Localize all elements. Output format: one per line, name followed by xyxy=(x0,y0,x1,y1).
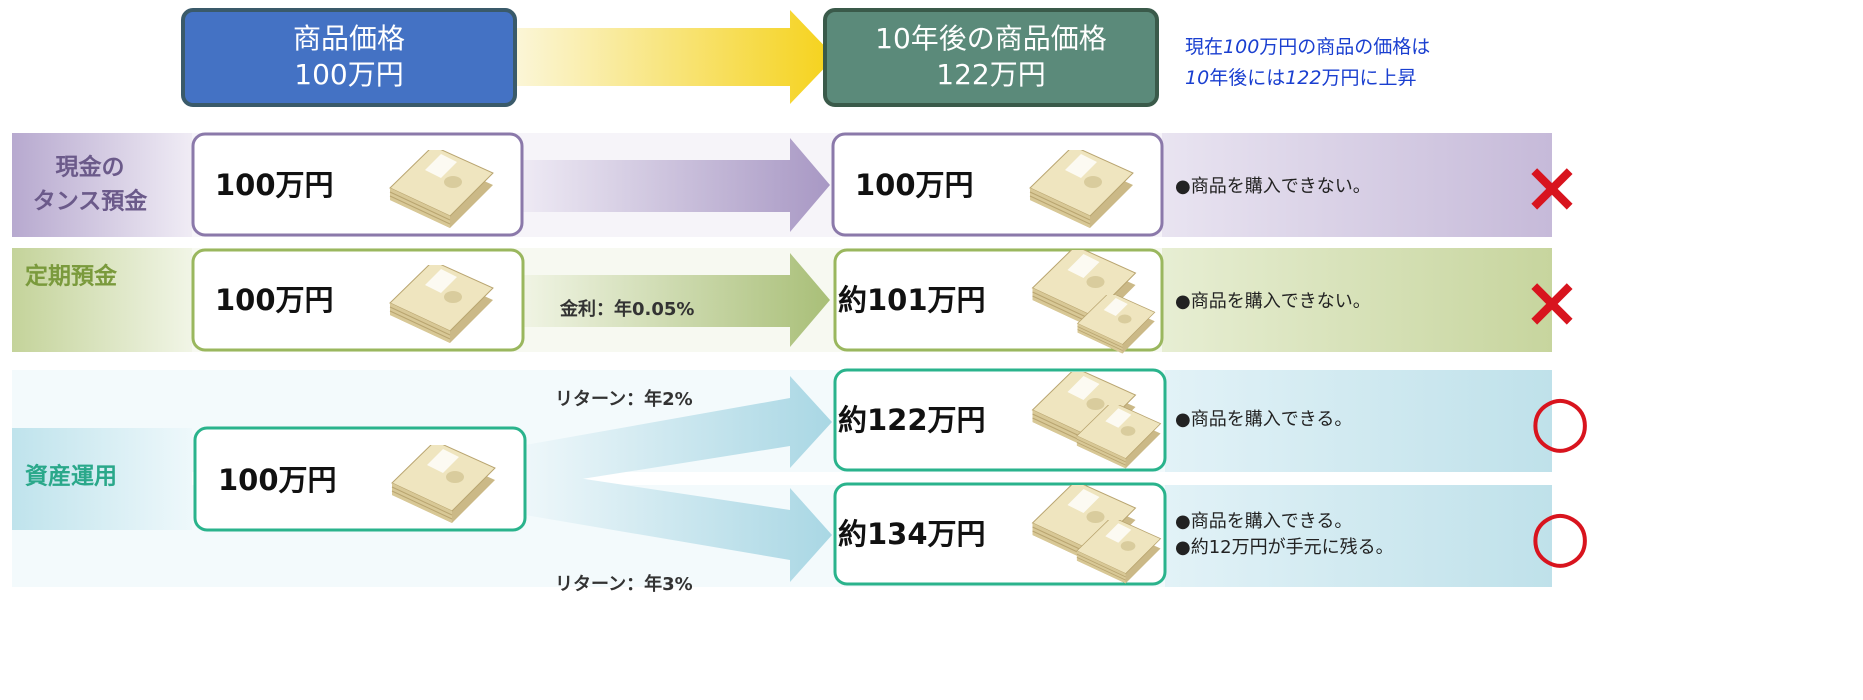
end-amount: 約134万円 xyxy=(838,517,986,551)
row-label: タンス預金 xyxy=(33,188,149,215)
start-amount: 100万円 xyxy=(218,463,337,497)
verdict-mark: ○ xyxy=(1529,379,1590,461)
verdict-mark: × xyxy=(1523,146,1582,228)
note-line: 現在100万円の商品の価格は xyxy=(1185,36,1430,58)
future-title: 10年後の商品価格 xyxy=(875,22,1107,55)
header-arrow xyxy=(515,10,835,104)
arrow xyxy=(525,376,832,488)
result: ●約12万円が手元に残る。 xyxy=(1175,537,1394,558)
arrow xyxy=(523,253,830,347)
result-band xyxy=(1162,248,1552,352)
current-title: 商品価格 xyxy=(293,22,405,55)
end-amount: 約122万円 xyxy=(838,403,986,437)
rate-label: リターン：年2% xyxy=(555,388,693,410)
result: ●商品を購入できない。 xyxy=(1175,176,1371,197)
rate-label: リターン：年3% xyxy=(555,573,693,595)
result-band xyxy=(1165,485,1552,587)
row-label-band xyxy=(12,428,192,530)
note-segment: 122 xyxy=(1285,67,1321,89)
start-amount: 100万円 xyxy=(215,283,334,317)
current-price-box xyxy=(181,8,517,107)
result-band xyxy=(1162,133,1552,237)
row-label: 定期預金 xyxy=(25,263,118,290)
arrow xyxy=(522,138,830,232)
end-amount: 約101万円 xyxy=(838,283,986,317)
future-price-box xyxy=(823,8,1159,107)
note-line: 10年後には122万円に上昇 xyxy=(1185,67,1416,89)
row-label-band xyxy=(12,248,192,352)
row-label: 資産運用 xyxy=(25,463,117,490)
note-segment: 現在 xyxy=(1185,36,1223,58)
note-segment: 万円の商品の価格は xyxy=(1259,36,1430,58)
note-segment: 年後には xyxy=(1209,67,1285,89)
arrow xyxy=(525,470,832,582)
result: ●商品を購入できない。 xyxy=(1175,291,1371,312)
row-label: 現金の xyxy=(56,154,125,181)
result: ●商品を購入できる。 xyxy=(1175,511,1352,532)
verdict-mark: ○ xyxy=(1529,494,1590,576)
result-band xyxy=(1165,370,1552,472)
result: ●商品を購入できる。 xyxy=(1175,409,1352,430)
start-amount: 100万円 xyxy=(215,168,334,202)
verdict-mark: × xyxy=(1523,261,1582,343)
row-label-band xyxy=(12,133,192,237)
end-amount: 100万円 xyxy=(855,168,974,202)
note-segment: 10 xyxy=(1185,67,1209,89)
note-segment: 万円に上昇 xyxy=(1321,67,1416,89)
future-price: 122万円 xyxy=(936,58,1045,91)
rate-label: 金利：年0.05% xyxy=(559,298,694,320)
current-price: 100万円 xyxy=(294,58,403,91)
note-segment: 100 xyxy=(1223,36,1259,58)
